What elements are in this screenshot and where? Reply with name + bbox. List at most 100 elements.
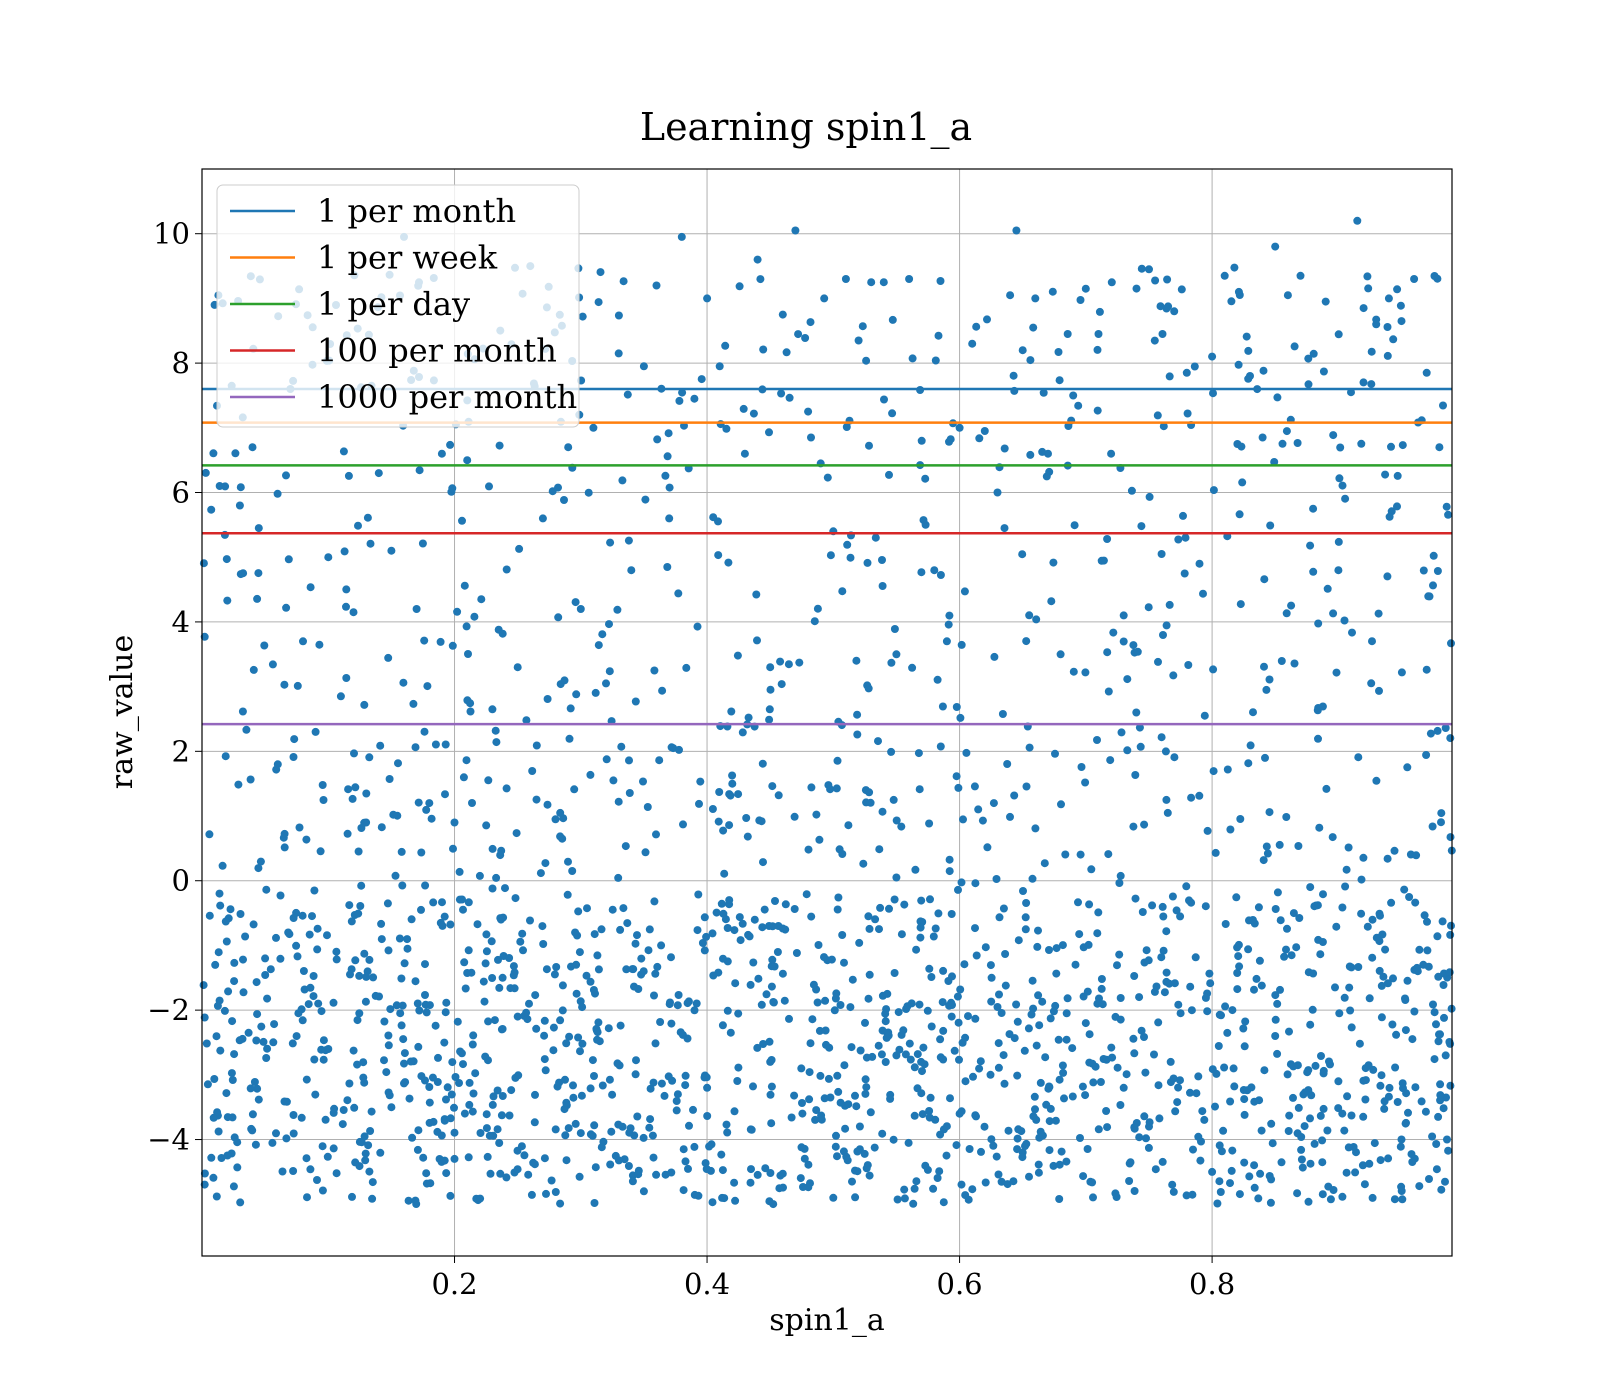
data-point [844, 1100, 853, 1109]
data-point [843, 1156, 852, 1165]
data-point [685, 1121, 693, 1130]
data-point [231, 449, 240, 458]
data-point [209, 449, 218, 458]
data-point [1372, 776, 1381, 785]
data-point [1209, 389, 1217, 398]
data-point [1301, 1088, 1309, 1097]
data-point [1238, 478, 1247, 487]
data-point [605, 620, 613, 629]
data-point [731, 1196, 740, 1205]
data-point [1329, 609, 1338, 618]
data-point [235, 501, 244, 510]
data-point [425, 1118, 434, 1127]
data-point [1282, 945, 1290, 954]
data-point [1309, 349, 1318, 358]
data-point [1415, 945, 1424, 954]
y-tick-label: 8 [172, 346, 190, 380]
data-point [1227, 297, 1236, 306]
data-point [458, 516, 466, 525]
data-point [263, 1044, 272, 1053]
data-point [1398, 1079, 1407, 1088]
data-point [1059, 1068, 1068, 1077]
data-point [1163, 275, 1172, 284]
data-point [1233, 969, 1242, 977]
data-point [663, 563, 672, 571]
data-point [319, 1036, 328, 1045]
data-point [560, 1105, 569, 1114]
data-point [1035, 1133, 1044, 1142]
data-point [1346, 1006, 1355, 1015]
data-point [323, 931, 331, 940]
data-point [838, 931, 847, 939]
data-point [1422, 751, 1431, 759]
data-point [220, 1006, 229, 1015]
data-point [1104, 850, 1113, 859]
data-point [1252, 974, 1261, 983]
data-point [1405, 893, 1414, 901]
data-point [722, 1120, 731, 1129]
data-point [613, 1059, 622, 1068]
data-point [253, 1010, 262, 1019]
data-point [332, 955, 341, 964]
data-point [1187, 793, 1196, 802]
data-point [311, 1090, 320, 1099]
data-point [1019, 887, 1027, 895]
data-point [1343, 1092, 1352, 1101]
data-point [366, 539, 375, 548]
data-point [1271, 1015, 1280, 1024]
data-point [769, 1200, 778, 1209]
data-point [412, 605, 421, 613]
data-point [362, 789, 371, 798]
data-point [1435, 443, 1444, 452]
y-tick-label: −2 [147, 993, 190, 1027]
data-point [1199, 589, 1207, 598]
data-point [752, 590, 761, 599]
data-point [377, 935, 386, 944]
data-point [304, 1000, 313, 1009]
legend-box [216, 184, 580, 428]
data-point [1093, 406, 1102, 415]
data-point [473, 920, 482, 929]
data-point [840, 958, 848, 967]
data-point [241, 932, 250, 941]
data-point [575, 948, 584, 957]
data-point [807, 912, 816, 921]
data-point [365, 1167, 374, 1176]
data-point [1353, 216, 1362, 225]
data-point [829, 1193, 838, 1202]
data-point [624, 1162, 633, 1170]
data-point [1063, 994, 1072, 1003]
data-point [1446, 734, 1455, 743]
data-point [442, 998, 451, 1007]
data-point [655, 756, 664, 765]
data-point [536, 869, 545, 878]
data-point [1290, 659, 1299, 668]
data-point [1436, 1080, 1445, 1089]
data-point [848, 975, 857, 984]
data-point [717, 899, 726, 908]
data-point [1441, 1051, 1450, 1060]
data-point [577, 1091, 586, 1100]
data-point [455, 1079, 463, 1087]
data-point [464, 898, 473, 907]
data-point [449, 844, 457, 853]
data-point [532, 1024, 541, 1033]
data-point [1125, 1177, 1134, 1185]
data-point [1304, 380, 1313, 389]
data-point [1194, 1132, 1203, 1141]
data-point [1433, 932, 1442, 941]
data-point [826, 551, 835, 560]
data-point [912, 945, 921, 954]
data-point [681, 1071, 690, 1080]
data-point [1108, 1053, 1117, 1062]
data-point [1208, 352, 1217, 361]
data-point [700, 913, 709, 922]
data-point [645, 1123, 654, 1132]
data-point [804, 407, 813, 416]
data-point [784, 660, 793, 669]
data-point [1005, 1030, 1014, 1039]
data-point [414, 1126, 423, 1135]
data-point [905, 1039, 914, 1048]
data-point [1116, 1101, 1125, 1109]
data-point [1130, 1187, 1139, 1195]
